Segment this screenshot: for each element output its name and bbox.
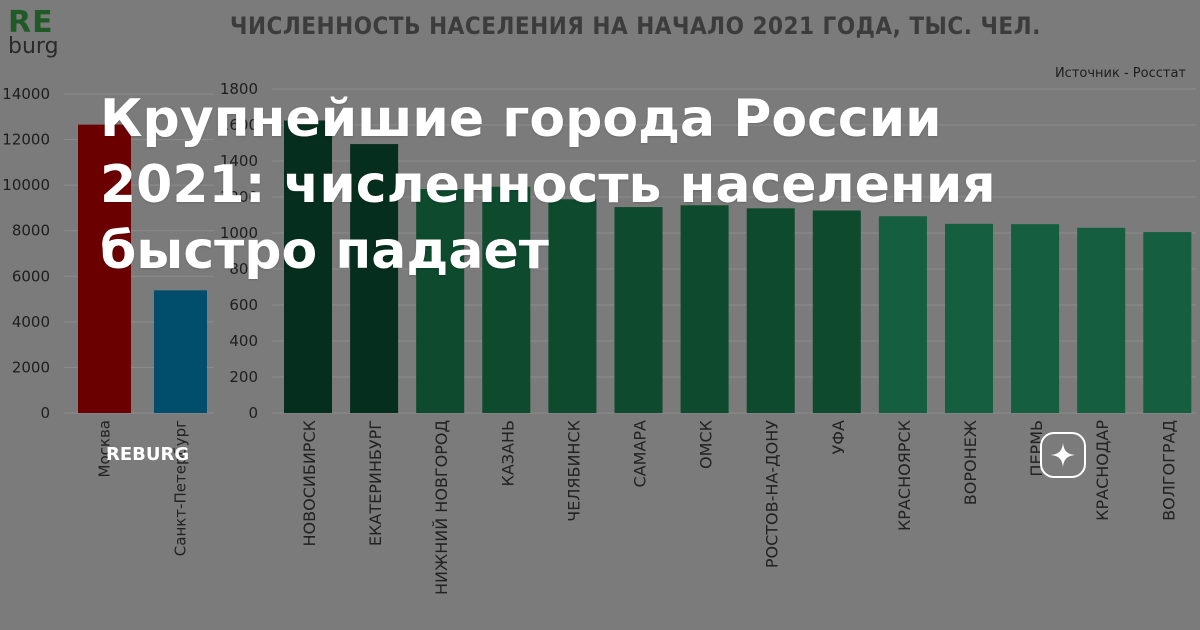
bar: [482, 186, 531, 413]
y-tick-label: 1800: [220, 80, 258, 98]
y-tick-label: 6000: [12, 267, 50, 285]
chart-title: ЧИСЛЕННОСТЬ НАСЕЛЕНИЯ НА НАЧАЛО 2021 ГОД…: [230, 12, 1041, 40]
category-label: КРАСНОЯРСК: [895, 419, 914, 531]
category-label: ВОЛГОГРАД: [1159, 420, 1178, 521]
sparkle-button[interactable]: [1040, 432, 1086, 478]
sparkle-icon: [1051, 443, 1075, 467]
category-label: ЕКАТЕРИНБУРГ: [366, 420, 385, 546]
y-tick-label: 14000: [2, 85, 50, 103]
y-tick-label: 400: [229, 332, 258, 350]
y-tick-label: 2000: [12, 358, 50, 376]
bar: [1143, 232, 1192, 413]
category-label: РОСТОВ-НА-ДОНУ: [763, 420, 782, 568]
right-y-ticks: 0 200 400 600 800 1000 1200 1400 1600 1800: [220, 80, 258, 422]
category-label: Санкт-Петербург: [172, 420, 190, 556]
bar: [878, 216, 927, 413]
category-label: ВОРОНЕЖ: [961, 420, 980, 505]
category-label: ОМСК: [697, 419, 716, 469]
left-bars: [78, 124, 207, 413]
source-note: Источник - Росстат: [1054, 66, 1186, 81]
logo-line-1: RE: [8, 5, 54, 40]
y-tick-label: 0: [248, 404, 258, 422]
y-tick-label: 4000: [12, 313, 50, 331]
right-category-labels: НОВОСИБИРСК ЕКАТЕРИНБУРГ НИЖНИЙ НОВГОРОД КА…: [300, 419, 1178, 595]
bar: [1077, 227, 1126, 413]
bar: [548, 199, 597, 413]
left-category-labels: Москва Санкт-Петербург: [96, 420, 190, 556]
category-label: САМАРА: [631, 420, 650, 488]
y-tick-label: 8000: [12, 222, 50, 240]
bar: [945, 223, 993, 413]
y-tick-label: 1600: [220, 116, 258, 134]
bar: [350, 144, 399, 413]
category-label: НИЖНИЙ НОВГОРОД: [432, 420, 451, 595]
right-bars: [284, 120, 1192, 413]
logo-line-2: burg: [8, 34, 59, 59]
bar: [812, 210, 861, 413]
brand-label: REBURG: [106, 444, 190, 465]
y-tick-label: 1000: [220, 224, 258, 242]
bar: [78, 124, 131, 413]
y-tick-label: 600: [229, 296, 258, 314]
bar: [1011, 224, 1060, 413]
bar: [680, 205, 729, 413]
bar: [416, 189, 465, 413]
y-tick-label: 0: [40, 404, 50, 422]
y-tick-label: 200: [229, 368, 258, 386]
article-headline: Крупнейшие города России 2021: численнос…: [100, 89, 996, 281]
y-tick-label: 1200: [220, 188, 258, 206]
reburg-logo: RE burg: [8, 8, 59, 58]
y-tick-label: 800: [229, 260, 258, 278]
bar: [154, 290, 207, 413]
y-tick-label: 12000: [2, 131, 50, 149]
category-label: ЧЕЛЯБИНСК: [564, 419, 583, 521]
bar: [284, 120, 332, 413]
category-label: УФА: [829, 420, 848, 455]
y-tick-label: 1400: [220, 152, 258, 170]
bar: [746, 208, 795, 413]
y-tick-label: 10000: [2, 176, 50, 194]
category-label: КАЗАНЬ: [498, 420, 517, 487]
category-label: Москва: [96, 420, 114, 477]
bar: [614, 207, 663, 413]
category-label: КРАСНОДАР: [1093, 420, 1112, 521]
left-y-ticks: 0 2000 4000 6000 8000 10000 12000 14000: [2, 85, 50, 422]
category-label: НОВОСИБИРСК: [300, 419, 319, 546]
